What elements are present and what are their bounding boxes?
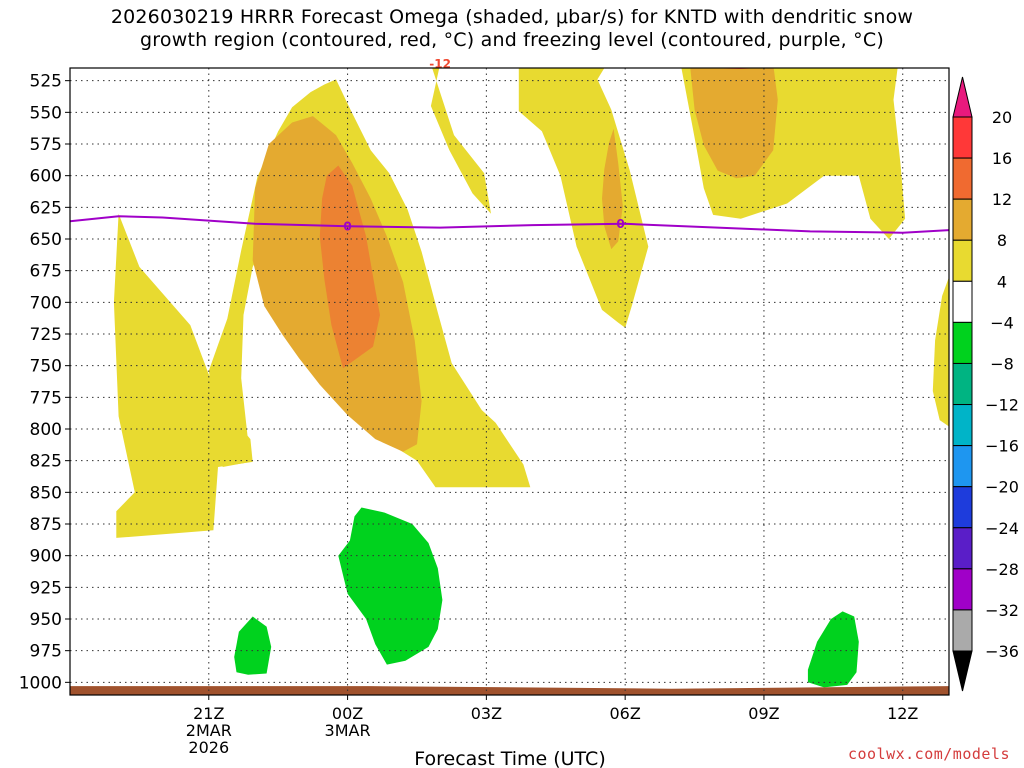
y-tick-label-750: 750: [30, 357, 62, 377]
x-tick-label-12Z: 12Z: [887, 704, 918, 723]
colorbar-level-label-7: −12: [985, 396, 1019, 415]
region-orange-thin-middle: [602, 128, 623, 250]
title-line-1: 2026030219 HRRR Forecast Omega (shaded, …: [110, 6, 914, 28]
x-axis-label: Forecast Time (UTC): [414, 748, 605, 768]
title-line-2: growth region (contoured, red, °C) and f…: [140, 29, 884, 51]
colorbar-swatch-2: [952, 198, 973, 241]
x-tick-label-03Z: 03Z: [471, 704, 502, 723]
grid: [70, 68, 949, 695]
y-axis: 525 550 575 600 625 650 675 700 725 750 775 800 825 8…: [19, 72, 70, 693]
colorbar-swatch-4: [952, 280, 973, 323]
y-tick-label-950: 950: [30, 610, 62, 630]
colorbar-level-label-4: 4: [997, 272, 1007, 291]
region-orange-top-right: [690, 68, 778, 179]
colorbar-level-label-12: −32: [985, 601, 1019, 620]
colorbar-top-arrow: [952, 76, 973, 118]
colorbar-level-label-2: 12: [992, 190, 1012, 209]
colorbar-level-label-8: −16: [985, 437, 1019, 456]
y-tick-label-925: 925: [30, 578, 62, 598]
x-tick-label-00Z: 00Z: [332, 704, 363, 723]
colorbar-level-label-11: −28: [985, 560, 1019, 579]
colorbar-swatch-10: [952, 527, 973, 570]
region-green-small-left: [234, 616, 272, 675]
colorbar-level-label-1: 16: [992, 149, 1012, 168]
colorbar-swatch-1: [952, 157, 973, 200]
colorbar-level-label-5: −4: [990, 313, 1014, 332]
x-tick-label-09Z: 09Z: [748, 704, 779, 723]
y-tick-label-1000: 1000: [19, 673, 62, 693]
colorbar-swatch-8: [952, 445, 973, 488]
y-tick-label-800: 800: [30, 420, 62, 440]
y-tick-label-625: 625: [30, 198, 62, 218]
region-yellow-top-middle: [430, 68, 649, 328]
y-tick-label-900: 900: [30, 547, 62, 567]
colorbar-swatch-0: [952, 116, 973, 159]
colorbar-swatch-6: [952, 362, 973, 406]
contour-dgz-minus-12: [705, 68, 760, 70]
x-tick-sublabel-00Z: 3MAR: [325, 721, 371, 740]
y-tick-label-700: 700: [30, 293, 62, 313]
colorbar-level-label-10: −24: [985, 519, 1019, 538]
x-tick-year-21Z: 2026: [188, 738, 229, 757]
colorbar: 20 16 12 8 4 −4 −8 −12 −16 −20 −24 −28 −32 −36: [952, 76, 1019, 692]
x-tick-sublabel-21Z: 2MAR: [186, 721, 232, 740]
plot-frame: [69, 67, 950, 696]
colorbar-swatch-7: [952, 404, 973, 447]
y-tick-label-675: 675: [30, 262, 62, 282]
x-tick-label-06Z: 06Z: [609, 704, 640, 723]
y-tick-label-650: 650: [30, 230, 62, 250]
x-tick-label-21Z: 21Z: [193, 704, 224, 723]
y-tick-label-775: 775: [30, 388, 62, 408]
contour-label-freezing-level-0: 0: [343, 219, 351, 233]
colorbar-swatch-9: [952, 486, 973, 529]
contour-label-freezing-level-0-2: 0: [616, 217, 624, 231]
y-tick-label-850: 850: [30, 483, 62, 503]
contour-label-dgz-minus-12: -12: [429, 57, 451, 71]
y-tick-label-550: 550: [30, 103, 62, 123]
y-tick-label-525: 525: [30, 72, 62, 92]
region-green-low-right: [807, 611, 859, 688]
region-yellow-right-edge: [932, 277, 949, 427]
credit-text: coolwx.com/models: [847, 745, 1010, 763]
region-ground-strip: [70, 686, 949, 695]
y-tick-label-975: 975: [30, 642, 62, 662]
region-yellow-left-arm: [113, 213, 253, 538]
colorbar-swatch-3: [952, 239, 973, 282]
colorbar-level-label-6: −8: [990, 354, 1014, 373]
colorbar-level-label-0: 20: [992, 108, 1012, 127]
contour-freezing-level-0: [70, 215, 949, 234]
contours: [70, 68, 949, 234]
region-yellow-top-right: [681, 68, 906, 239]
colorbar-level-label-3: 8: [997, 231, 1007, 250]
chart-title: 2026030219 HRRR Forecast Omega (shaded, …: [0, 6, 1024, 52]
y-tick-label-725: 725: [30, 325, 62, 345]
y-tick-label-875: 875: [30, 515, 62, 535]
shaded-regions: [70, 68, 949, 695]
y-tick-label-600: 600: [30, 167, 62, 187]
colorbar-bottom-arrow: [952, 650, 973, 692]
y-tick-label-825: 825: [30, 452, 62, 472]
region-orange-dark-core: [319, 165, 380, 369]
region-green-low-center: [338, 507, 443, 665]
colorbar-swatch-12: [952, 609, 973, 652]
colorbar-level-label-9: −20: [985, 478, 1019, 497]
colorbar-swatch-11: [952, 568, 973, 611]
colorbar-level-label-13: −36: [985, 642, 1019, 661]
y-tick-label-575: 575: [30, 135, 62, 155]
colorbar-swatch-5: [952, 321, 973, 364]
